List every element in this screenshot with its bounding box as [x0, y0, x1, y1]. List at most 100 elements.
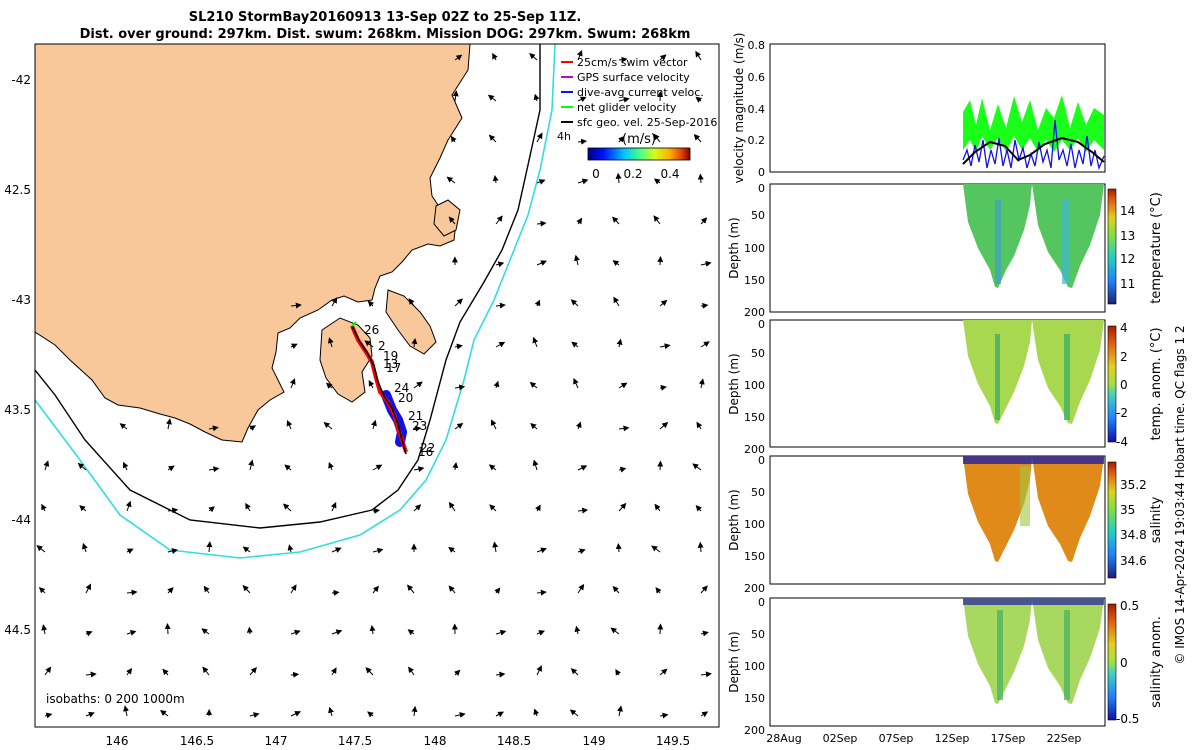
velocity-arrow — [249, 666, 257, 676]
velocity-arrow — [536, 547, 547, 554]
velocity-arrow — [454, 669, 461, 676]
velocity-arrow — [618, 382, 628, 389]
velocity-arrow — [612, 216, 620, 225]
velocity-arrow — [325, 382, 333, 389]
velocity-arrow — [119, 423, 128, 430]
velocity-arrow — [323, 421, 333, 430]
velocity-arrow — [700, 671, 712, 678]
date-tick: 07Sep — [879, 732, 914, 745]
velocity-arrow — [408, 666, 415, 676]
velocity-arrow — [536, 665, 542, 676]
velocity-arrow — [454, 54, 463, 61]
velocity-arrow — [85, 671, 97, 678]
isobaths-label: isobaths: 0 200 1000m — [46, 692, 185, 706]
velocity-arrow — [82, 542, 88, 553]
salanom-cbar-label: salinity anom. — [1149, 616, 1164, 708]
velocity-arrow — [245, 502, 251, 512]
velocity-arrow — [126, 630, 137, 636]
velocity-arrow — [618, 466, 627, 473]
legend-hours: 4h — [557, 130, 571, 143]
depth-tick: 100 — [744, 379, 765, 392]
isobath-200 — [35, 44, 541, 529]
depth-tick: 200 — [744, 443, 765, 456]
velocity-arrow — [488, 134, 497, 143]
velocity-arrow — [290, 711, 301, 717]
velocity-arrow — [536, 132, 543, 143]
velocity-arrow — [208, 506, 215, 513]
cbar-tick: -2 — [1116, 406, 1128, 420]
velocity-arrow — [657, 255, 664, 266]
velocity-arrow — [367, 711, 374, 718]
velocity-arrow — [618, 56, 628, 63]
velocity-arrow — [44, 666, 52, 676]
velocity-arrow — [287, 544, 294, 553]
velocity-arrow — [577, 138, 588, 145]
date-tick: 12Sep — [935, 732, 970, 745]
velocity-arrow — [697, 541, 704, 553]
depth-tick: 100 — [744, 518, 765, 531]
velocity-arrow — [407, 629, 415, 636]
velocity-arrow — [249, 712, 260, 718]
map-legend: 25cm/s swim vector GPS surface velocity … — [557, 56, 717, 143]
velocity-arrow — [331, 547, 342, 553]
velocity-arrow — [126, 667, 133, 676]
velocity-arrow — [452, 90, 459, 102]
salinity-panel: 0 50 100 150 200 Depth (m) 35.2 35 34.8 … — [727, 454, 1164, 595]
track-label: 24 — [394, 381, 409, 395]
velocity-arrow — [490, 419, 497, 430]
velocity-arrow — [659, 299, 668, 307]
map-x-ticks: 146 146.5 147 147.5 148 148.5 149 149.5 — [106, 734, 691, 748]
depth-tick: 150 — [744, 692, 765, 705]
velocity-ylabel: velocity magnitude (m/s) — [732, 33, 746, 184]
tanom-cbar-ticks: 4 2 0 -2 -4 — [1116, 321, 1128, 449]
chart-title-line-2: Dist. over ground: 297km. Dist. swum: 26… — [79, 27, 691, 42]
velocity-arrow — [454, 343, 463, 350]
velocity-arrow — [290, 584, 297, 594]
track-label: 2 — [378, 339, 386, 353]
velocity-arrow — [577, 96, 587, 103]
velocity-arrow — [167, 507, 179, 514]
velocity-arrow — [489, 504, 497, 512]
date-tick: 28Aug — [766, 732, 801, 745]
colorbar-tick: 0.4 — [660, 167, 679, 181]
velocity-arrow — [659, 422, 669, 430]
velocity-arrow — [85, 711, 95, 718]
velocity-arrow — [208, 466, 220, 473]
velocity-arrow — [697, 173, 704, 184]
velocity-arrow — [166, 418, 172, 430]
velocity-arrow — [610, 627, 620, 635]
velocity-arrow — [372, 507, 381, 514]
sal-y-ticks: 0 50 100 150 200 — [744, 454, 765, 595]
map-frame — [34, 43, 720, 728]
velocity-tick: 0 — [758, 166, 765, 179]
velocity-arrow — [653, 178, 661, 185]
velocity-arrow — [659, 343, 671, 350]
velocity-arrow — [577, 465, 588, 471]
lat-tick: 42.5 — [4, 183, 31, 197]
velocity-panel: velocity magnitude (m/s) 0 0.2 0.4 0.6 0… — [732, 33, 1106, 184]
geostrophic-vector-field — [36, 49, 712, 719]
velocity-arrow — [365, 667, 374, 676]
velocity-arrow — [615, 543, 622, 553]
velocity-arrow — [123, 705, 129, 717]
cbar-tick: 35.2 — [1120, 478, 1147, 492]
net-glider-velocity — [351, 321, 357, 327]
lat-tick: -43 — [11, 293, 31, 307]
velocity-arrow — [532, 459, 539, 471]
velocity-arrow — [289, 378, 296, 389]
isobath-1000 — [35, 44, 556, 559]
velocity-arrow — [290, 343, 298, 350]
velocity-arrow — [495, 341, 506, 348]
legend-dive-avg: dive-avg current veloc. — [577, 86, 704, 99]
velocity-arrow — [372, 585, 379, 594]
velocity-arrow — [533, 93, 540, 102]
velocity-arrow — [448, 501, 456, 512]
cbar-tick: 12 — [1120, 252, 1135, 266]
legend-net-velocity: net glider velocity — [577, 101, 677, 114]
velocity-arrow — [371, 419, 377, 430]
lat-tick: -42 — [11, 73, 31, 87]
depth-tick: 50 — [751, 628, 765, 641]
velocity-net-series — [963, 95, 1104, 152]
depth-tick: 0 — [758, 596, 765, 609]
salinity-section — [963, 456, 1104, 562]
